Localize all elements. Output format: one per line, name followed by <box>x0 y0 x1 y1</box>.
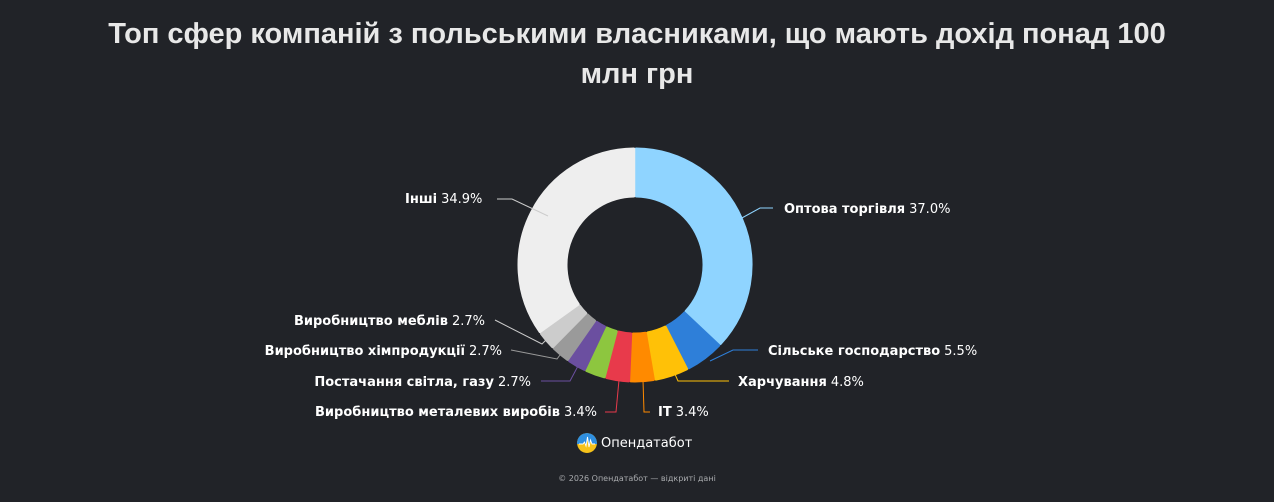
leader-lines <box>494 198 773 413</box>
label-energy-pct: 2.7% <box>497 375 531 390</box>
label-metal: Виробництво металевих виробів 3.4% <box>315 405 597 421</box>
label-chem: Виробництво хімпродукції 2.7% <box>265 344 502 360</box>
label-food-name: Харчування <box>738 375 827 390</box>
donut-slice-виробництво-хімпродукції[interactable] <box>552 313 596 361</box>
label-agriculture-name: Сільське господарство <box>768 344 941 359</box>
label-it-pct: 3.4% <box>675 405 709 420</box>
leader-line-furniture <box>494 319 547 345</box>
label-other: Інші 34.9% <box>405 192 482 208</box>
label-wholesale-name: Оптова торгівля <box>784 202 906 217</box>
label-wholesale: Оптова торгівля 37.0% <box>784 202 950 218</box>
label-furniture: Виробництво меблів 2.7% <box>294 314 485 330</box>
donut-slice-it[interactable] <box>629 331 655 383</box>
label-furniture-name: Виробництво меблів <box>293 314 448 329</box>
donut-slice-unlabeled[interactable] <box>585 326 618 379</box>
donut-slices <box>517 147 753 383</box>
donut-slice-харчування[interactable] <box>646 325 689 381</box>
footer-text: © 2026 Опендатабот — відкриті дані <box>558 474 716 483</box>
chart-title-line2: млн грн <box>580 58 694 90</box>
label-it: IT 3.4% <box>658 405 709 421</box>
leader-line-wholesale <box>739 207 773 220</box>
donut-slice-виробництво-металевих-виробів[interactable] <box>605 330 633 383</box>
donut-slice-інші[interactable] <box>517 147 636 334</box>
leader-line-energy <box>541 365 579 382</box>
label-wholesale-pct: 37.0% <box>909 202 951 217</box>
donut-slice-виробництво-меблів[interactable] <box>539 304 588 349</box>
donut-slice-оптова-торгівля[interactable] <box>634 147 753 345</box>
donut-slice-сільське-господарство[interactable] <box>665 311 721 370</box>
label-food: Харчування 4.8% <box>738 375 864 391</box>
label-energy: Постачання світла, газу 2.7% <box>314 375 531 391</box>
label-metal-pct: 3.4% <box>563 405 597 420</box>
leader-line-it <box>642 379 650 413</box>
label-it-name: IT <box>658 405 672 420</box>
label-other-pct: 34.9% <box>441 192 483 207</box>
label-metal-name: Виробництво металевих виробів <box>315 405 560 420</box>
label-chem-pct: 2.7% <box>468 344 502 359</box>
brand-logo: Опендатабот <box>577 433 692 453</box>
label-energy-name: Постачання світла, газу <box>314 375 494 390</box>
label-other-name: Інші <box>405 192 438 207</box>
donut-slice-постачання-світла-газу[interactable] <box>568 320 606 371</box>
leader-line-chem <box>510 349 561 360</box>
label-agriculture-pct: 5.5% <box>944 344 978 359</box>
leader-line-food <box>673 371 729 382</box>
leader-line-other <box>497 198 549 217</box>
label-food-pct: 4.8% <box>830 375 864 390</box>
chart-title: Топ сфер компаній з польськими власникам… <box>0 14 1274 94</box>
label-furniture-pct: 2.7% <box>451 314 485 329</box>
label-agriculture: Сільське господарство 5.5% <box>768 344 977 360</box>
label-chem-name: Виробництво хімпродукції <box>264 344 465 359</box>
brand-name: Опендатабот <box>601 435 693 451</box>
chart-title-line1: Топ сфер компаній з польськими власникам… <box>108 18 1166 50</box>
opendatabot-logo-icon <box>577 433 597 453</box>
leader-line-agriculture <box>709 349 758 362</box>
leader-line-metal <box>605 379 620 413</box>
